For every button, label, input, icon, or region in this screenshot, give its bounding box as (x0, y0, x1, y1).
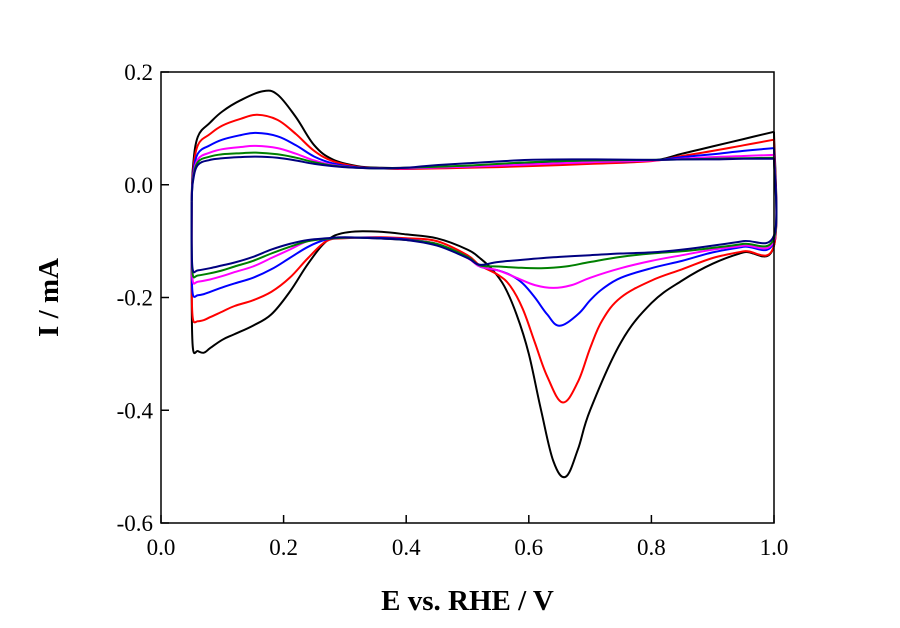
curve-green-cathodic-sweep (190, 157, 778, 279)
x-tick-label: 0.6 (514, 535, 543, 560)
curve-navy (190, 155, 778, 274)
x-tick-label: 0.2 (269, 535, 298, 560)
curve-red-cathodic-sweep (190, 139, 778, 404)
y-tick-label: 0.2 (124, 60, 153, 85)
x-tick-label: 1.0 (760, 535, 789, 560)
plot-frame (160, 71, 775, 524)
y-tick-label: -0.2 (117, 286, 153, 311)
y-tick-label: -0.4 (117, 398, 154, 423)
y-tick-label: 0.0 (124, 173, 153, 198)
curve-black-anodic-sweep (190, 89, 775, 202)
y-axis-title: I / mA (33, 258, 65, 337)
y-axis: 0.2 0.0 -0.2 -0.4 -0.6 (117, 60, 169, 536)
curve-navy-anodic-sweep (190, 155, 775, 202)
curve-navy-cathodic-sweep (190, 158, 778, 274)
curves-layer (190, 89, 778, 479)
x-axis: 0.0 0.2 0.4 0.6 0.8 1.0 (147, 515, 789, 560)
curve-magenta-cathodic-sweep (190, 154, 778, 289)
x-tick-label: 0.4 (392, 535, 421, 560)
curve-blue-cathodic-sweep (190, 148, 778, 327)
x-tick-label: 0.0 (147, 535, 176, 560)
y-tick-label: -0.6 (117, 511, 153, 536)
curve-black-cathodic-sweep (190, 131, 778, 479)
x-tick-label: 0.8 (637, 535, 666, 560)
x-axis-title: E vs. RHE / V (381, 585, 554, 617)
